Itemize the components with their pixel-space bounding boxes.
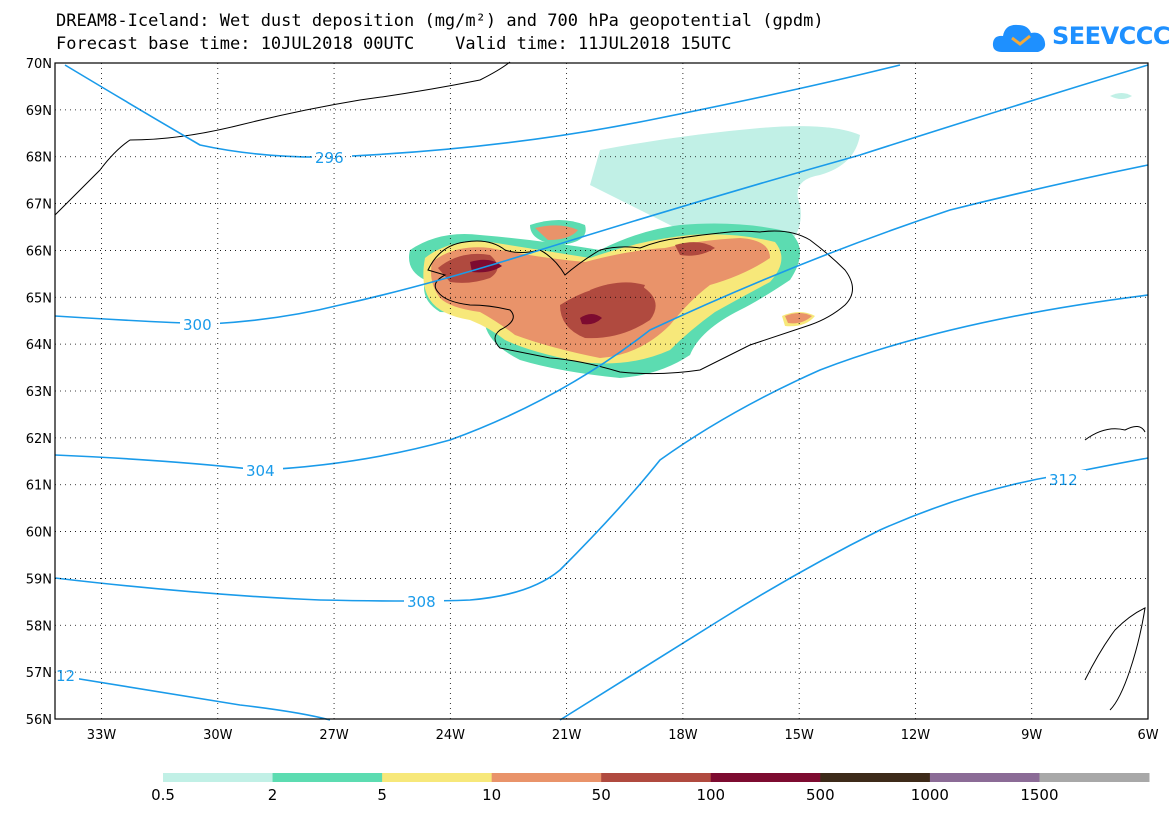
colorbar-swatch	[601, 773, 711, 782]
longitude-tick-label: 6W	[1137, 728, 1158, 743]
latitude-tick-label: 61N	[26, 479, 52, 494]
colorbar-label: 1000	[911, 786, 949, 804]
contour-312-west	[55, 675, 330, 720]
longitude-tick-label: 30W	[203, 728, 233, 743]
longitude-tick-label: 9W	[1021, 728, 1042, 743]
greenland-coastline	[55, 62, 510, 215]
scotland-coastline	[1085, 608, 1145, 710]
colorbar-label: 1500	[1020, 786, 1058, 804]
colorbar-swatch	[711, 773, 821, 782]
contour-label: 308	[407, 593, 436, 611]
colorbar-label: 2	[268, 786, 278, 804]
latitude-tick-label: 64N	[26, 338, 52, 353]
longitude-tick-label: 33W	[87, 728, 117, 743]
latitude-labels: 70N 69N 68N 67N 66N 65N 64N 63N 62N 61N 60N 59N 58N 5…	[26, 57, 52, 728]
colorbar-label: 10	[482, 786, 501, 804]
latitude-tick-label: 65N	[26, 291, 52, 306]
latitude-tick-label: 69N	[26, 104, 52, 119]
longitude-labels: 33W 30W 27W 24W 21W 18W 15W 12W 9W 6W	[87, 728, 1159, 743]
colorbar-label: 0.5	[151, 786, 175, 804]
contour-label: 312	[1049, 471, 1078, 489]
latitude-tick-label: 68N	[26, 151, 52, 166]
longitude-tick-label: 18W	[668, 728, 698, 743]
latitude-tick-label: 62N	[26, 432, 52, 447]
contour-label: 296	[315, 149, 344, 167]
colorbar: 0.5 2 5 10 50 100 500 1000 1500	[151, 773, 1149, 804]
latitude-tick-label: 60N	[26, 526, 52, 541]
colorbar-label: 500	[806, 786, 835, 804]
latitude-tick-label: 63N	[26, 385, 52, 400]
latitude-tick-label: 70N	[26, 57, 52, 72]
longitude-tick-label: 21W	[552, 728, 582, 743]
latitude-tick-label: 56N	[26, 713, 52, 728]
colorbar-swatch	[163, 773, 273, 782]
latitude-tick-label: 59N	[26, 572, 52, 587]
colorbar-swatch	[492, 773, 602, 782]
longitude-tick-label: 27W	[319, 728, 349, 743]
latitude-tick-label: 57N	[26, 666, 52, 681]
colorbar-swatch	[820, 773, 930, 782]
latitude-tick-label: 58N	[26, 619, 52, 634]
contour-label: 304	[246, 462, 275, 480]
colorbar-swatch	[930, 773, 1040, 782]
contour-label: 12	[56, 667, 75, 685]
dust-deposition-field	[409, 93, 1132, 378]
colorbar-label: 100	[696, 786, 725, 804]
colorbar-swatch	[382, 773, 492, 782]
longitude-tick-label: 12W	[901, 728, 931, 743]
colorbar-swatch	[273, 773, 383, 782]
latitude-tick-label: 67N	[26, 198, 52, 213]
contour-312-east	[560, 458, 1148, 720]
longitude-tick-label: 24W	[436, 728, 466, 743]
colorbar-label: 50	[592, 786, 611, 804]
contour-label: 300	[183, 316, 212, 334]
colorbar-swatch	[1039, 773, 1149, 782]
longitude-tick-label: 15W	[784, 728, 814, 743]
latitude-tick-label: 66N	[26, 244, 52, 259]
colorbar-label: 5	[377, 786, 387, 804]
